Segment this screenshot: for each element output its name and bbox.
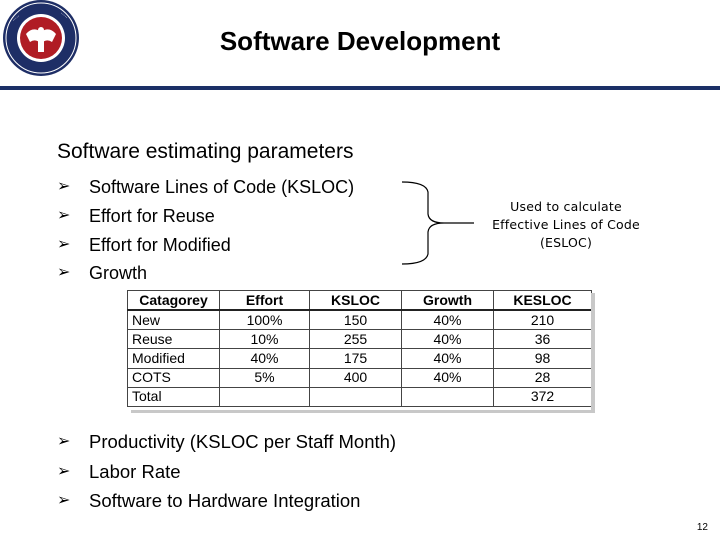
table-cell: 10%: [219, 329, 310, 350]
table-cell: 36: [493, 329, 592, 350]
table-cell: [219, 386, 310, 408]
table-cell: 5%: [219, 367, 310, 388]
table-cell: 400: [309, 367, 402, 388]
table-cell: New: [127, 309, 220, 331]
section-heading: Software estimating parameters: [57, 140, 354, 163]
table-row: Modified 40% 175 40% 98: [127, 348, 592, 369]
svg-text:·····: ·····: [59, 11, 69, 21]
list-item: ➢ Labor Rate: [57, 460, 396, 490]
column-header: KSLOC: [309, 290, 402, 311]
bullet-text: Labor Rate: [89, 460, 181, 482]
parameter-bullet-list: ➢ Software Lines of Code (KSLOC) ➢ Effort …: [57, 175, 354, 290]
bullet-text: Effort for Reuse: [89, 205, 215, 226]
table-cell: 98: [493, 348, 592, 369]
other-factors-bullet-list: ➢ Productivity (KSLOC per Staff Month) ➢ L…: [57, 430, 396, 519]
table-cell: 40%: [401, 367, 494, 388]
table-cell: 40%: [401, 348, 494, 369]
arrow-bullet-icon: ➢: [57, 492, 71, 509]
table-cell: 40%: [401, 329, 494, 350]
arrow-bullet-icon: ➢: [57, 178, 71, 195]
list-item: ➢ Productivity (KSLOC per Staff Month): [57, 430, 396, 460]
note-line: Effective Lines of Code: [492, 217, 640, 232]
note-line: Used to calculate: [510, 199, 622, 214]
table-cell: 175: [309, 348, 402, 369]
table-shadow: [131, 410, 595, 413]
table-cell: Modified: [127, 348, 220, 369]
table-cell: 100%: [219, 309, 310, 331]
table-cell: [309, 386, 402, 408]
table-cell: 210: [493, 309, 592, 331]
list-item: ➢ Software to Hardware Integration: [57, 489, 396, 519]
slide-title: Software Development: [219, 26, 501, 56]
bullet-text: Effort for Modified: [89, 234, 231, 255]
bullet-text: Growth: [89, 263, 148, 284]
curly-brace-icon: [401, 181, 474, 265]
list-item: ➢ Effort for Modified: [57, 233, 354, 262]
bullet-text: Software Lines of Code (KSLOC): [89, 177, 355, 197]
page-number: 12: [696, 522, 708, 533]
list-item: ➢ Growth: [57, 261, 354, 290]
table-row: New 100% 150 40% 210: [127, 309, 592, 331]
arrow-bullet-icon: ➢: [57, 462, 71, 480]
column-header: Growth: [401, 290, 494, 311]
table-header-row: Catagorey Effort KSLOC Growth KESLOC: [127, 290, 592, 311]
arrow-bullet-icon: ➢: [57, 433, 71, 450]
table-cell: 150: [309, 309, 402, 331]
table-cell: 255: [309, 329, 402, 350]
table-cell: COTS: [127, 367, 220, 388]
table-cell: 40%: [401, 309, 494, 331]
column-header: Catagorey: [127, 290, 220, 311]
table-row: Reuse 10% 255 40% 36: [127, 329, 592, 350]
esloc-note: Used to calculate Effective Lines of Cod…: [470, 198, 662, 252]
estimation-table: Catagorey Effort KSLOC Growth KESLOC New…: [127, 290, 592, 408]
table-cell: [401, 386, 494, 408]
note-line: (ESLOC): [539, 235, 593, 250]
table-cell: Total: [127, 386, 220, 408]
bullet-text: Productivity (KSLOC per Staff Month): [89, 431, 397, 452]
list-item: ➢ Effort for Reuse: [57, 204, 354, 233]
column-header: Effort: [219, 290, 310, 311]
organization-seal-logo: ····· ·····: [3, 0, 79, 76]
arrow-bullet-icon: ➢: [57, 206, 71, 224]
header-rule: [0, 86, 720, 90]
table-cell: 40%: [219, 348, 310, 369]
arrow-bullet-icon: ➢: [57, 235, 71, 253]
bullet-text: Software to Hardware Integration: [89, 490, 361, 511]
svg-text:·····: ·····: [11, 14, 21, 24]
table-row: COTS 5% 400 40% 28: [127, 367, 592, 388]
arrow-bullet-icon: ➢: [57, 264, 71, 282]
table-cell: 372: [493, 386, 592, 408]
table-row-total: Total 372: [127, 386, 592, 408]
table-shadow: [591, 293, 595, 411]
table-cell: 28: [493, 367, 592, 388]
column-header: KESLOC: [493, 290, 592, 311]
estimation-table-container: Catagorey Effort KSLOC Growth KESLOC New…: [127, 290, 595, 413]
table-cell: Reuse: [127, 329, 220, 350]
list-item: ➢ Software Lines of Code (KSLOC): [57, 175, 354, 204]
